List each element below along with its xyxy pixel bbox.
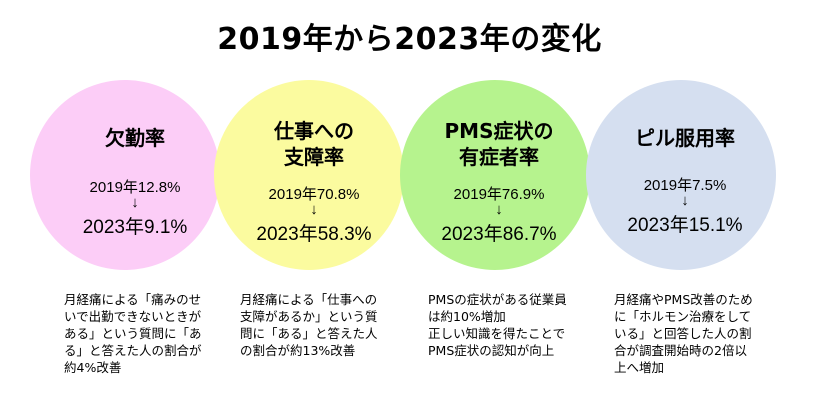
value-2023: 2023年15.1% — [627, 215, 743, 236]
item-description: PMSの症状がある従業員 は約10%増加 正しい知識を得たことで PMS症状の認… — [428, 292, 567, 358]
arrow-icon: ↓ — [681, 192, 689, 209]
value-2019: 2019年70.8% — [268, 186, 360, 203]
value-2023: 2023年9.1% — [82, 217, 188, 238]
value-2023: 2023年58.3% — [256, 224, 372, 245]
page-title: 2019年から2023年の変化 — [217, 22, 602, 57]
arrow-icon: ↓ — [310, 201, 318, 218]
item-description: 月経痛やPMS改善のため に「ホルモン治療をして いる」と回答した人の割 合が調… — [614, 292, 753, 375]
arrow-icon: ↓ — [495, 201, 503, 218]
item-description: 月経痛による「痛みのせ いで出勤できないときが ある」という質問に「あ る」と答… — [64, 292, 202, 375]
circle-work-impact-rate — [214, 80, 404, 270]
item-label: 欠勤率 — [105, 126, 165, 150]
circle-pill-rate — [586, 80, 776, 270]
value-2019: 2019年12.8% — [89, 179, 181, 196]
item-description: 月経痛による「仕事への 支障があるか」という質 問に「ある」と答えた人 の割合が… — [240, 292, 378, 358]
circle-absence-rate — [30, 80, 220, 270]
item-label: PMS症状の 有症者率 — [444, 119, 554, 169]
item-label: 仕事への 支障率 — [274, 119, 354, 169]
item-label: ピル服用率 — [635, 126, 735, 150]
value-2023: 2023年86.7% — [441, 224, 557, 245]
value-2019: 2019年76.9% — [453, 186, 545, 203]
circle-pms-rate — [400, 80, 590, 270]
value-2019: 2019年7.5% — [643, 177, 727, 194]
arrow-icon: ↓ — [131, 194, 139, 211]
